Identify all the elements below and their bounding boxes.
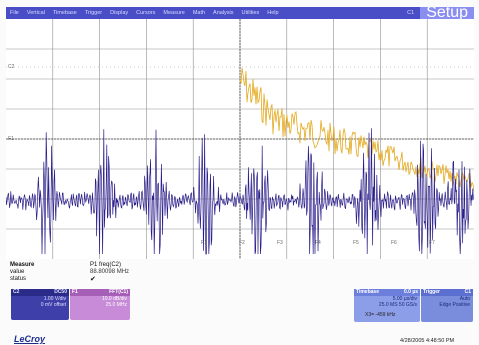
timebase-box[interactable]: Timebase 0.0 µs 5.00 µs/div 25.0 MS 50 GS… <box>354 289 420 322</box>
c2-scale: 1.00 V/div <box>43 296 66 302</box>
trigger-type: Edge Positive <box>439 302 470 308</box>
menu-item-analysis[interactable]: Analysis <box>213 10 234 16</box>
f1-func: FFT(C1) <box>109 289 128 295</box>
f1-level-marker: F1 <box>8 136 14 142</box>
measure-status-label: status <box>10 276 27 282</box>
trigger-name: Trigger <box>423 289 440 295</box>
pane-label-f6: F6 <box>391 240 397 246</box>
pane-label-f4: F4 <box>315 240 321 246</box>
pane-label-f2: F2 <box>239 240 245 246</box>
check-icon: ✔ <box>90 276 96 283</box>
menu-item-help[interactable]: Help <box>267 10 279 16</box>
menu-item-utilities[interactable]: Utilities <box>241 10 260 16</box>
timebase-name: Timebase <box>356 289 379 295</box>
measure-title: Measure <box>10 262 35 268</box>
waveform-display[interactable]: C2 F1 F1 F2 F3 F4 F5 F6 F7 <box>6 19 474 259</box>
c2-name: C2 <box>13 289 20 295</box>
pane-label-f1: F1 <box>201 240 207 246</box>
f1-name: F1 <box>72 289 78 295</box>
lecroy-logo: LeCroy <box>14 334 46 344</box>
c2-offset: 0 mV offset <box>40 302 66 308</box>
status-panel: Measure P1 freq(C2) value 88.80098 MHz sta… <box>0 262 479 345</box>
pane-label-f5: F5 <box>353 240 359 246</box>
f1-center: 25.0 MHz <box>105 302 127 308</box>
menu-item-vertical[interactable]: Vertical <box>26 10 45 16</box>
f1-trace <box>239 67 474 192</box>
menu-item-trigger[interactable]: Trigger <box>84 10 103 16</box>
menu-item-timebase[interactable]: Timebase <box>52 10 77 16</box>
trigger-box[interactable]: Trigger C1 Auto Edge Positive <box>421 289 473 322</box>
timebase-sampling: 25.0 MS 50 GS/s <box>378 302 417 308</box>
channel-indicator[interactable]: C1 <box>407 10 415 16</box>
menu-item-measure[interactable]: Measure <box>163 10 185 16</box>
date-time: 4/28/2005 4:48:50 PM <box>400 338 455 344</box>
f1-scale: 10.0 dB/div <box>101 296 127 302</box>
pane-label-f3: F3 <box>277 240 283 246</box>
trigger-source: C1 <box>464 289 471 295</box>
c2-trace <box>6 128 474 255</box>
c2-channel-box[interactable]: C2 DC50 1.00 V/div 0 mV offset <box>11 289 69 320</box>
measure-panel: Measure P1 freq(C2) value 88.80098 MHz sta… <box>10 262 129 283</box>
waveform-grid <box>6 19 474 259</box>
setup-button[interactable]: Setup <box>420 5 474 21</box>
menu-item-math[interactable]: Math <box>192 10 206 16</box>
timebase-value: 0.0 µs <box>403 289 418 295</box>
timebase-scale: 5.00 µs/div <box>392 296 417 302</box>
menu-item-display[interactable]: Display <box>110 10 129 16</box>
f1-math-box[interactable]: F1 FFT(C1) 10.0 dB/div 25.0 MHz <box>70 289 130 320</box>
c2-mode: DC50 <box>54 289 67 295</box>
trigger-mode: Auto <box>459 296 470 302</box>
menu-item-cursors[interactable]: Cursors <box>136 10 156 16</box>
measure-value: 88.80098 MHz <box>90 269 130 275</box>
menu-bar: File Vertical Timebase Trigger Display Cursor… <box>6 5 474 21</box>
c2-level-marker: C2 <box>8 64 15 70</box>
cursor-readout: X3= -459 kHz <box>365 312 396 318</box>
menu-item-file[interactable]: File <box>10 10 19 16</box>
pane-label-f7: F7 <box>429 240 435 246</box>
measure-value-label: value <box>10 269 25 275</box>
measure-param[interactable]: P1 freq(C2) <box>90 262 122 268</box>
